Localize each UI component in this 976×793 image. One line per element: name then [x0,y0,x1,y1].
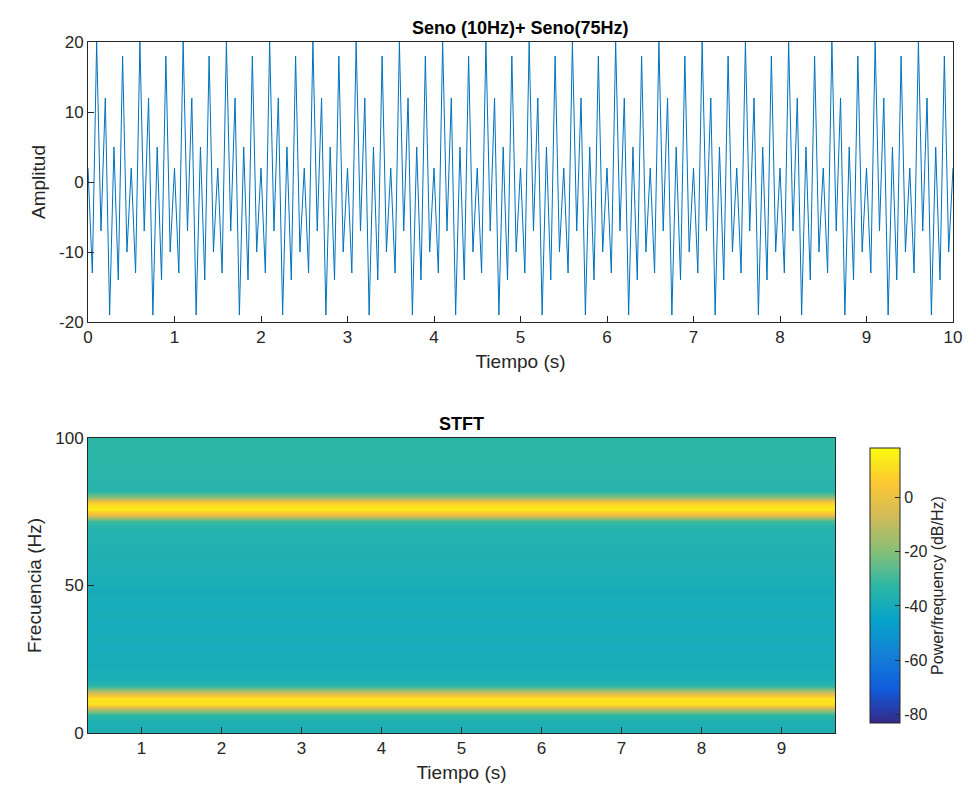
svg-text:Tiempo (s): Tiempo (s) [416,762,506,783]
svg-text:-40: -40 [904,598,927,615]
svg-text:-60: -60 [904,652,927,669]
svg-text:STFT: STFT [439,414,484,434]
svg-text:50: 50 [65,576,84,595]
svg-text:-20: -20 [59,313,84,332]
svg-text:5: 5 [457,739,466,758]
svg-text:6: 6 [602,328,611,347]
svg-text:6: 6 [537,739,546,758]
svg-text:100: 100 [55,429,83,448]
svg-text:0: 0 [904,489,913,506]
svg-text:20: 20 [65,33,84,52]
svg-text:10: 10 [944,328,963,347]
svg-text:0: 0 [83,328,92,347]
svg-text:1: 1 [137,739,146,758]
svg-text:8: 8 [775,328,784,347]
svg-text:4: 4 [429,328,438,347]
svg-text:0: 0 [74,724,83,743]
svg-text:1: 1 [170,328,179,347]
svg-text:Power/frequency (dB/Hz): Power/frequency (dB/Hz) [929,496,946,675]
svg-text:3: 3 [343,328,352,347]
svg-text:9: 9 [862,328,871,347]
svg-text:-20: -20 [904,543,927,560]
svg-text:7: 7 [689,328,698,347]
svg-text:7: 7 [617,739,626,758]
svg-text:8: 8 [697,739,706,758]
svg-text:5: 5 [516,328,525,347]
svg-text:Seno (10Hz)+ Seno(75Hz): Seno (10Hz)+ Seno(75Hz) [412,18,629,38]
svg-text:10: 10 [65,103,84,122]
svg-text:4: 4 [377,739,386,758]
svg-text:3: 3 [297,739,306,758]
svg-text:Amplitud: Amplitud [28,145,49,219]
svg-text:-10: -10 [59,243,84,262]
svg-text:Tiempo (s): Tiempo (s) [475,351,565,372]
svg-text:2: 2 [217,739,226,758]
svg-text:0: 0 [74,173,83,192]
svg-text:2: 2 [256,328,265,347]
svg-text:-80: -80 [904,706,927,723]
svg-text:9: 9 [777,739,786,758]
svg-text:Frecuencia (Hz): Frecuencia (Hz) [24,518,45,653]
